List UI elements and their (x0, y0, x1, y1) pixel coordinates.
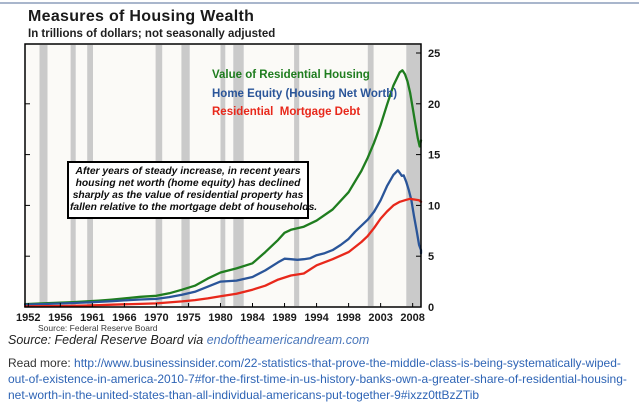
chart-legend: Value of Residential Housing Home Equity… (212, 66, 397, 122)
plot-area: 1952 1956 1961 1966 1970 1975 1980 1984 1989 1994… (16, 43, 440, 324)
y-tick-label: 10 (428, 200, 440, 212)
annotation-line: sharply as the value of residential prop… (72, 189, 304, 201)
mortgage-debt-line (23, 197, 423, 308)
read-more-link[interactable]: http://www.businessinsider.com/22-statis… (8, 356, 627, 402)
x-tick-label: 1998 (336, 312, 360, 324)
x-tick-label: 2003 (368, 312, 392, 324)
plot-border (24, 43, 422, 308)
home-equity-line (23, 169, 423, 306)
x-tick-label: 1989 (272, 312, 296, 324)
x-tick-label: 1970 (144, 312, 168, 324)
read-more-label: Read more: (8, 356, 75, 370)
x-tick-label: 1952 (16, 312, 40, 324)
recession-band (367, 45, 374, 306)
y-tick-label: 25 (428, 48, 440, 60)
attribution-text: Source: Federal Reserve Board via (8, 333, 207, 347)
housing-value-line (23, 69, 423, 306)
chart-title: Measures of Housing Wealth (28, 8, 255, 25)
y-tick-label: 0 (428, 302, 434, 314)
annotation-box: After years of steady increase, in recen… (67, 161, 318, 219)
y-tick-label: 15 (428, 150, 440, 162)
housing-wealth-figure: Measures of Housing Wealth In trillions … (8, 6, 456, 338)
chart-subtitle: In trillions of dollars; not seasonally … (28, 28, 276, 40)
x-tick-label: 1956 (48, 312, 72, 324)
annotation-line: fallen relative to the mortgage debt of … (70, 201, 318, 213)
annotation-line: housing net worth (home equity) has decl… (75, 177, 301, 189)
x-tick-label: 1975 (176, 312, 200, 324)
legend-item-mortgage-debt: Residential Mortgage Debt (212, 106, 361, 118)
chart-source-note: Source: Federal Reserve Board (38, 323, 158, 333)
top-divider (0, 2, 639, 4)
x-tick-label: 2008 (400, 312, 424, 324)
read-more-block: Read more: http://www.businessinsider.co… (8, 356, 637, 403)
legend-item-residential-housing-value: Value of Residential Housing (212, 69, 370, 81)
annotation-line: After years of steady increase, in recen… (75, 166, 301, 177)
y-tick-label: 5 (428, 251, 434, 263)
attribution-line: Source: Federal Reserve Board via endoft… (8, 333, 369, 347)
x-tick-label: 1994 (304, 312, 329, 324)
x-tick-label: 1966 (112, 312, 136, 324)
x-tick-label: 1961 (80, 312, 104, 324)
y-tick-label: 20 (428, 99, 440, 111)
attribution-link[interactable]: endoftheamericandream.com (206, 333, 370, 347)
recession-band (39, 45, 48, 306)
legend-item-home-equity: Home Equity (Housing Net Worth) (212, 87, 398, 100)
x-tick-label: 1980 (208, 312, 232, 324)
x-tick-label: 1984 (240, 312, 265, 324)
